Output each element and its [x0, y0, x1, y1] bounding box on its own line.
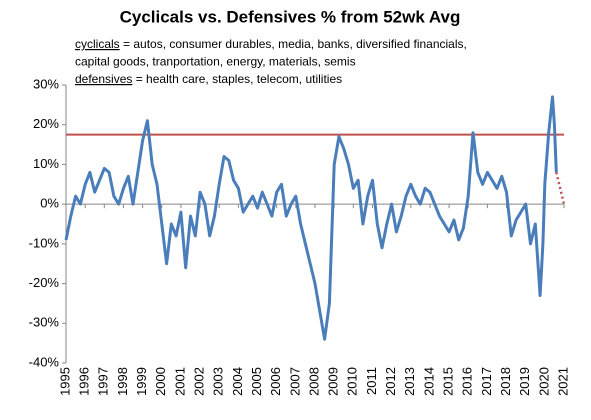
x-tick-label: 1997 [96, 367, 111, 396]
y-tick-label: -20% [29, 275, 60, 290]
x-tick-label: 2010 [345, 367, 360, 396]
x-tick-label: 2020 [536, 367, 551, 396]
x-tick-label: 1998 [115, 367, 130, 396]
x-tick-label: 1999 [134, 367, 149, 396]
annotations: cyclicals = autos, consumer durables, me… [75, 37, 467, 86]
series-line [64, 95, 558, 341]
x-tick-label: 2014 [421, 367, 436, 396]
x-tick-label: 1995 [57, 367, 72, 396]
y-tick-label: 20% [33, 116, 59, 131]
x-tick-label: 1996 [77, 367, 92, 396]
x-tick-label: 2019 [517, 367, 532, 396]
chart-title: Cyclicals vs. Defensives % from 52wk Avg [120, 7, 461, 26]
x-tick-label: 2006 [268, 367, 283, 396]
x-tick-label: 2015 [441, 367, 456, 396]
x-tick-label: 2011 [364, 367, 379, 395]
x-tick-label: 2009 [326, 367, 341, 396]
x-tick-label: 2003 [211, 367, 226, 396]
x-tick-label: 2017 [479, 367, 494, 396]
annotation-text: capital goods, tranportation, energy, ma… [75, 55, 356, 69]
annotation-term: cyclicals [75, 37, 120, 51]
x-tick-label: 2013 [402, 367, 417, 396]
annotation-text: = autos, consumer durables, media, banks… [120, 37, 467, 51]
x-tick-label: 2012 [383, 367, 398, 396]
x-tick-label: 2016 [460, 367, 475, 396]
series-line [555, 172, 566, 205]
annotation: cyclicals = autos, consumer durables, me… [75, 37, 467, 51]
y-tick-label: 30% [33, 76, 59, 91]
annotation: defensives = health care, staples, telec… [75, 72, 342, 86]
x-tick-label: 2000 [153, 367, 168, 396]
x-tick-label: 2018 [498, 367, 513, 396]
annotation: capital goods, tranportation, energy, ma… [75, 55, 356, 69]
x-tick-label: 2001 [172, 367, 187, 396]
y-tick-label: -10% [29, 235, 60, 250]
y-tick-label: -30% [29, 315, 60, 330]
annotation-text: = health care, staples, telecom, utiliti… [132, 72, 342, 86]
x-tick-label: 2004 [230, 367, 245, 396]
y-tick-label: -40% [29, 354, 60, 369]
x-tick-label: 2021 [555, 367, 570, 396]
y-tick-label: 10% [33, 156, 59, 171]
x-tick-label: 2005 [249, 367, 264, 396]
x-tick-label: 2007 [287, 367, 302, 396]
x-tick-label: 2002 [192, 367, 207, 396]
x-tick-label: 2008 [306, 367, 321, 396]
annotation-term: defensives [75, 72, 132, 86]
y-tick-label: 0% [40, 196, 59, 211]
